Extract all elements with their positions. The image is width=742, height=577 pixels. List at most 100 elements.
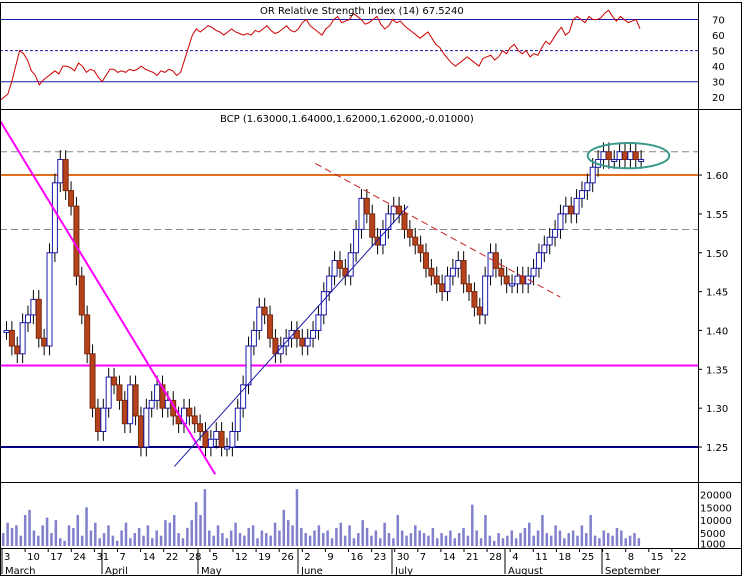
candle-body [487,252,494,277]
price-tick-label: 1.40 [706,326,728,337]
volume-bar [383,522,386,546]
candle-body [471,291,478,308]
volume-bar [238,533,242,546]
candle-body [315,314,322,331]
volume-bar [265,533,268,546]
volume-bar [260,530,264,546]
volume-bar [633,533,636,546]
volume-bar [58,538,62,546]
candle-body [509,283,516,287]
candle-body [35,298,42,339]
candle-body [30,298,37,316]
candle-body [261,306,268,316]
volume-bar [129,538,132,546]
candle-body [449,267,456,277]
month-label: July [394,566,413,577]
price-tick-label: 1.50 [706,249,728,260]
volume-bar [554,525,557,546]
volume-bar [637,538,641,546]
candle-body [611,159,618,163]
volume-bar [431,527,435,546]
volume-bar [409,533,413,546]
rsi-tick-label: 20 [712,93,725,104]
volume-bar [50,533,53,546]
candle-body [73,205,80,277]
volume-bar [300,527,303,546]
volume-bar [269,535,272,546]
candle-body [137,415,144,448]
volume-bar [120,530,123,546]
candle-body [51,182,58,254]
volume-bar [488,535,492,546]
volume-bar [365,527,369,546]
volume-bar [282,509,286,546]
volume-bar [229,530,233,546]
candle-body [105,376,112,409]
candle-body [336,260,343,269]
candle-body [460,260,467,285]
volume-bar [440,533,443,546]
volume-bar [602,530,606,546]
candle-body [224,446,231,450]
rsi-tick-label: 40 [712,62,725,73]
volume-bar [558,530,562,546]
volume-bar [322,533,325,546]
volume-bar [32,530,36,546]
candle-body [401,213,408,230]
volume-bar [453,538,457,546]
volume-bar [45,517,49,546]
x-tick-label: 7 [420,552,426,563]
candle-body [240,384,247,409]
volume-bar [203,489,207,546]
volume-bar [519,533,522,546]
candle-body [320,291,327,316]
candle-body [347,252,354,277]
volume-bar [418,530,421,546]
x-tick-label: 9 [327,552,333,563]
candle-body [358,197,365,230]
x-tick-label: 23 [374,552,387,563]
volume-bar [497,533,500,546]
candle-body [412,236,419,246]
volume-bar [427,535,430,546]
volume-bar [471,504,474,546]
candle-body [197,423,204,432]
volume-bar [273,522,277,546]
volume-bar [151,538,154,546]
candle-body [353,228,360,254]
volume-bar [23,515,27,546]
volume-bar [137,527,141,546]
volume-bar [98,538,101,546]
volume-bar [251,525,255,546]
volume-bar [256,538,259,546]
volume-bar [313,530,316,546]
volume-bar [589,515,592,546]
volume-bar [111,535,115,546]
volume-bar [94,522,97,546]
x-tick-label: 16 [351,552,364,563]
volume-bar [549,535,553,546]
candle-body [584,182,591,192]
candle-body [159,384,166,409]
candle-body [256,306,263,331]
volume-bar [462,527,465,546]
volume-bar [400,530,404,546]
month-label: June [300,566,323,577]
volume-bar [374,530,378,546]
x-tick-label: 1 [605,552,611,563]
volume-bar [168,522,172,546]
rsi-tick-label: 50 [712,47,725,58]
rsi-tick-label: 30 [712,78,725,89]
rsi-tick-label: 60 [712,31,725,42]
candle-body [605,151,612,161]
x-tick-label: 18 [558,552,571,563]
candle-body [530,267,537,277]
volume-bar [216,525,220,546]
volume-bar [115,540,119,546]
candle-body [369,213,376,238]
volume-bar [181,538,185,546]
volume-bar [225,538,229,546]
volume-bar [124,522,128,546]
highlight-ellipse [586,141,671,170]
candle-body [417,244,424,254]
